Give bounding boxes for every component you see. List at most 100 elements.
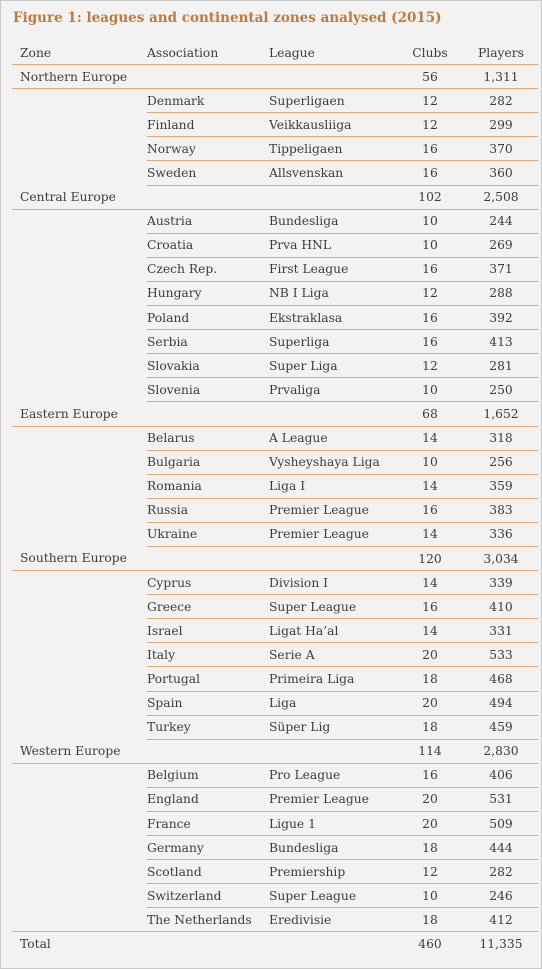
clubs-cell: 16 bbox=[396, 594, 464, 620]
zone-row: Southern Europe 120 3,034 bbox=[12, 546, 538, 572]
players-cell: 494 bbox=[464, 691, 538, 716]
association-cell: Denmark bbox=[147, 88, 269, 114]
indent-cell bbox=[12, 426, 147, 450]
association-cell: Austria bbox=[147, 209, 269, 234]
players-cell: 509 bbox=[464, 811, 538, 837]
header-players: Players bbox=[464, 41, 538, 66]
association-cell: Poland bbox=[147, 305, 269, 331]
association-cell: Switzerland bbox=[147, 883, 269, 909]
association-cell: The Netherlands bbox=[147, 907, 269, 933]
table-row: Portugal Primeira Liga 18 468 bbox=[12, 666, 538, 692]
table-row: Germany Bundesliga 18 444 bbox=[12, 835, 538, 861]
empty-cell bbox=[269, 739, 396, 764]
association-cell: Belgium bbox=[147, 763, 269, 788]
players-cell: 299 bbox=[464, 112, 538, 138]
table-row: Hungary NB I Liga 12 288 bbox=[12, 281, 538, 307]
league-cell: Bundesliga bbox=[269, 209, 396, 234]
indent-cell bbox=[12, 306, 147, 330]
association-cell: Romania bbox=[147, 474, 269, 499]
league-cell: Vysheyshaya Liga bbox=[269, 450, 396, 475]
players-cell: 246 bbox=[464, 883, 538, 909]
clubs-cell: 16 bbox=[396, 257, 464, 282]
clubs-cell: 10 bbox=[396, 233, 464, 258]
league-cell: Super League bbox=[269, 883, 396, 909]
clubs-cell: 20 bbox=[396, 787, 464, 813]
zone-name: Central Europe bbox=[12, 185, 147, 210]
players-cell: 531 bbox=[464, 787, 538, 813]
empty-cell bbox=[269, 185, 396, 210]
players-cell: 392 bbox=[464, 305, 538, 331]
table-row: Italy Serie A 20 533 bbox=[12, 642, 538, 668]
clubs-cell: 20 bbox=[396, 642, 464, 668]
association-cell: Israel bbox=[147, 618, 269, 644]
clubs-cell: 12 bbox=[396, 112, 464, 138]
indent-cell bbox=[12, 233, 147, 257]
league-cell: Bundesliga bbox=[269, 835, 396, 861]
association-cell: Germany bbox=[147, 835, 269, 861]
association-cell: Slovenia bbox=[147, 377, 269, 403]
table-row: Cyprus Division I 14 339 bbox=[12, 570, 538, 596]
players-cell: 244 bbox=[464, 209, 538, 234]
players-cell: 359 bbox=[464, 474, 538, 499]
clubs-cell: 20 bbox=[396, 691, 464, 716]
zone-row: Eastern Europe 68 1,652 bbox=[12, 401, 538, 427]
indent-cell bbox=[12, 89, 147, 113]
zone-name: Northern Europe bbox=[12, 64, 147, 90]
total-players: 11,335 bbox=[464, 931, 538, 956]
clubs-cell: 14 bbox=[396, 474, 464, 499]
indent-cell bbox=[12, 354, 147, 378]
indent-cell bbox=[12, 137, 147, 161]
zone-players: 1,311 bbox=[464, 64, 538, 90]
zone-name: Southern Europe bbox=[12, 546, 147, 572]
indent-cell bbox=[12, 257, 147, 281]
table-row: England Premier League 20 531 bbox=[12, 787, 538, 813]
league-cell: Premier League bbox=[269, 498, 396, 523]
zone-row: Central Europe 102 2,508 bbox=[12, 185, 538, 210]
indent-cell bbox=[12, 450, 147, 474]
table-row: Slovenia Prvaliga 10 250 bbox=[12, 377, 538, 403]
figure-title: Figure 1: leagues and continental zones … bbox=[13, 10, 442, 26]
empty-cell bbox=[147, 64, 269, 90]
players-cell: 250 bbox=[464, 377, 538, 403]
players-cell: 318 bbox=[464, 426, 538, 451]
empty-cell bbox=[147, 739, 269, 764]
league-cell: Allsvenskan bbox=[269, 160, 396, 186]
total-label: Total bbox=[12, 931, 147, 956]
header-zone: Zone bbox=[12, 41, 147, 66]
table-row: Russia Premier League 16 383 bbox=[12, 498, 538, 523]
zone-clubs: 56 bbox=[396, 64, 464, 90]
table-row: Austria Bundesliga 10 244 bbox=[12, 209, 538, 234]
clubs-cell: 16 bbox=[396, 329, 464, 355]
empty-cell bbox=[269, 401, 396, 427]
association-cell: Hungary bbox=[147, 281, 269, 307]
association-cell: Russia bbox=[147, 498, 269, 523]
association-cell: Cyprus bbox=[147, 570, 269, 596]
indent-cell bbox=[12, 763, 147, 787]
clubs-cell: 12 bbox=[396, 859, 464, 885]
zone-players: 2,830 bbox=[464, 739, 538, 764]
players-cell: 533 bbox=[464, 642, 538, 668]
clubs-cell: 10 bbox=[396, 209, 464, 234]
empty-cell bbox=[147, 185, 269, 210]
players-cell: 339 bbox=[464, 570, 538, 596]
table-row: Bulgaria Vysheyshaya Liga 10 256 bbox=[12, 450, 538, 475]
league-cell: Prva HNL bbox=[269, 233, 396, 258]
zone-name: Eastern Europe bbox=[12, 401, 147, 427]
clubs-cell: 12 bbox=[396, 353, 464, 379]
table-row: Belarus A League 14 318 bbox=[12, 426, 538, 451]
players-cell: 468 bbox=[464, 666, 538, 692]
empty-cell bbox=[269, 64, 396, 90]
league-cell: First League bbox=[269, 257, 396, 282]
association-cell: Turkey bbox=[147, 715, 269, 740]
clubs-cell: 16 bbox=[396, 160, 464, 186]
indent-cell bbox=[12, 161, 147, 185]
zone-name: Western Europe bbox=[12, 739, 147, 764]
indent-cell bbox=[12, 836, 147, 860]
league-cell: Division I bbox=[269, 570, 396, 596]
table-row: Denmark Superligaen 12 282 bbox=[12, 88, 538, 114]
association-cell: Finland bbox=[147, 112, 269, 138]
league-cell: Primeira Liga bbox=[269, 666, 396, 692]
league-cell: Pro League bbox=[269, 763, 396, 788]
table-row: The Netherlands Eredivisie 18 412 bbox=[12, 907, 538, 933]
